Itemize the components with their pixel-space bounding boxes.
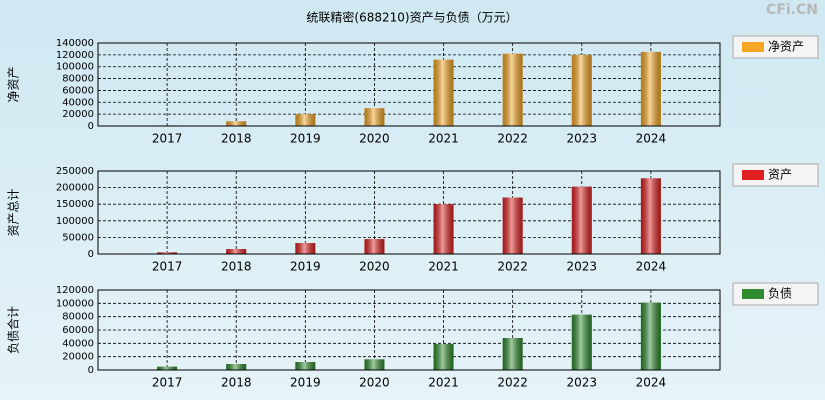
bar-shine (571, 54, 592, 126)
y-tick-label: 150000 (56, 199, 94, 210)
x-tick-label: 2018 (221, 132, 252, 146)
bar-shine (640, 302, 661, 370)
bar-shine (157, 252, 178, 254)
x-tick-label: 2023 (567, 260, 598, 274)
bar-shine (571, 186, 592, 254)
x-tick-label: 2024 (636, 376, 667, 390)
legend-label: 资产 (768, 168, 792, 182)
y-tick-label: 100000 (56, 62, 94, 73)
y-tick-label: 0 (88, 249, 94, 260)
bar-shine (364, 359, 385, 370)
y-tick-label: 40000 (62, 338, 94, 349)
bar-shine (226, 249, 247, 254)
x-tick-label: 2019 (290, 260, 321, 274)
bar-shine (433, 204, 454, 254)
y-tick-label: 100000 (56, 216, 94, 227)
y-tick-label: 60000 (62, 325, 94, 336)
x-tick-label: 2021 (428, 376, 459, 390)
x-tick-label: 2019 (290, 376, 321, 390)
bar-shine (502, 197, 523, 254)
legend-swatch (742, 170, 764, 180)
x-tick-label: 2022 (497, 376, 528, 390)
y-tick-label: 250000 (56, 166, 94, 177)
x-tick-label: 2024 (636, 260, 667, 274)
x-tick-label: 2023 (567, 132, 598, 146)
x-tick-label: 2020 (359, 376, 390, 390)
plot-border (97, 289, 721, 371)
bar-shine (433, 344, 454, 370)
x-tick-label: 2021 (428, 132, 459, 146)
x-tick-label: 2022 (497, 260, 528, 274)
bar-shine (502, 53, 523, 126)
y-axis-title: 负债合计 (6, 306, 21, 354)
bar-shine (571, 314, 592, 370)
x-tick-label: 2021 (428, 260, 459, 274)
x-tick-label: 2018 (221, 260, 252, 274)
plot-border (97, 42, 721, 127)
legend-box (732, 282, 819, 306)
bar-shine (364, 108, 385, 126)
legend-label: 负债 (768, 287, 792, 301)
x-tick-label: 2020 (359, 132, 390, 146)
x-tick-label: 2020 (359, 260, 390, 274)
bar-shine (433, 59, 454, 126)
y-tick-label: 120000 (56, 50, 94, 61)
bar-shine (295, 362, 316, 370)
y-tick-label: 120000 (56, 285, 94, 296)
x-tick-label: 2023 (567, 376, 598, 390)
plot-border (97, 170, 721, 255)
y-tick-label: 50000 (62, 232, 94, 243)
legend-box (732, 163, 819, 187)
bar-shine (502, 338, 523, 370)
legend-swatch (742, 289, 764, 299)
y-tick-label: 40000 (62, 97, 94, 108)
x-tick-label: 2017 (152, 376, 183, 390)
bar-shine (295, 114, 316, 126)
y-tick-label: 100000 (56, 298, 94, 309)
x-tick-label: 2018 (221, 376, 252, 390)
bar-shine (364, 239, 385, 254)
legend-box (732, 35, 819, 59)
y-tick-label: 60000 (62, 85, 94, 96)
x-tick-label: 2017 (152, 132, 183, 146)
bar-shine (640, 178, 661, 254)
x-tick-label: 2019 (290, 132, 321, 146)
bar-shine (226, 364, 247, 370)
y-tick-label: 80000 (62, 312, 94, 323)
y-axis-title: 资产总计 (7, 188, 21, 236)
x-tick-label: 2022 (497, 132, 528, 146)
x-tick-label: 2024 (636, 132, 667, 146)
y-tick-label: 80000 (62, 74, 94, 85)
y-axis-title: 净资产 (7, 66, 21, 102)
bar-shine (157, 366, 178, 370)
bar-shine (640, 51, 661, 127)
legend-label: 净资产 (768, 40, 804, 54)
y-tick-label: 20000 (62, 352, 94, 363)
y-tick-label: 200000 (56, 183, 94, 194)
legend-swatch (742, 42, 764, 52)
y-tick-label: 20000 (62, 109, 94, 120)
bar-shine (226, 121, 247, 126)
watermark: CFi.CN (766, 2, 818, 18)
bar-shine (295, 243, 316, 254)
y-tick-label: 0 (88, 121, 94, 132)
x-tick-label: 2017 (152, 260, 183, 274)
y-tick-label: 140000 (56, 38, 94, 49)
y-tick-label: 0 (88, 365, 94, 376)
chart-title: 统联精密(688210)资产与负债（万元） (306, 10, 517, 25)
